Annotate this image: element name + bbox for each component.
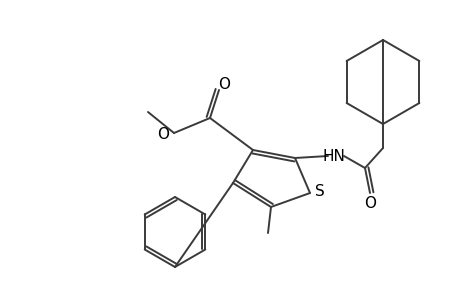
Text: HN: HN [322,148,345,164]
Text: O: O [363,196,375,211]
Text: O: O [157,127,168,142]
Text: O: O [218,76,230,92]
Text: S: S [314,184,324,199]
